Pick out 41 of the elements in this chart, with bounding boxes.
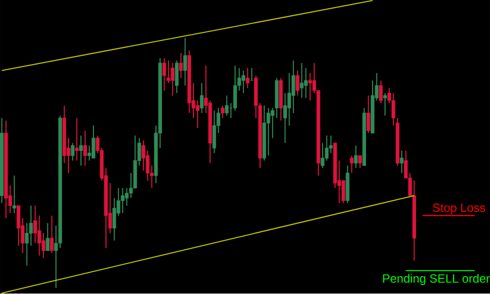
candlestick [366, 95, 370, 134]
candlestick [266, 108, 270, 156]
candlestick [183, 38, 187, 86]
candlestick [83, 130, 87, 166]
candlestick [33, 205, 37, 244]
candlestick [70, 142, 74, 162]
candlestick [46, 222, 50, 252]
candlestick [92, 125, 96, 159]
candlestick [400, 150, 404, 174]
candlestick [74, 118, 79, 162]
candlestick [37, 215, 42, 256]
candlestick [246, 68, 250, 89]
candlestick [50, 215, 54, 254]
candlestick [174, 60, 179, 94]
candlestick [124, 188, 129, 206]
candlestick [220, 105, 224, 119]
candlestick [200, 82, 204, 114]
candlestick [25, 222, 29, 266]
candlestick [224, 95, 229, 116]
candlestick [162, 58, 166, 92]
candlestick [354, 145, 358, 169]
candlestick [250, 68, 254, 82]
candlestick [358, 155, 362, 169]
candlestick [212, 110, 216, 154]
candlestick [120, 188, 124, 214]
candlestick [350, 155, 354, 174]
candlestick [383, 92, 387, 116]
candlestick [170, 62, 174, 96]
candlestick [79, 135, 83, 166]
candlestick [296, 70, 300, 96]
candlestick [287, 72, 292, 126]
candlestick [379, 80, 383, 104]
candlestick [242, 70, 246, 94]
candlestick [300, 62, 304, 99]
candlestick [342, 180, 346, 204]
candlestick [12, 175, 16, 214]
candlestick [308, 72, 312, 102]
ref-line-label: Pending SELL order [383, 274, 490, 286]
candlestick [112, 198, 116, 242]
ref-line-label: Stop Loss [432, 204, 486, 215]
candlestick [179, 52, 183, 79]
